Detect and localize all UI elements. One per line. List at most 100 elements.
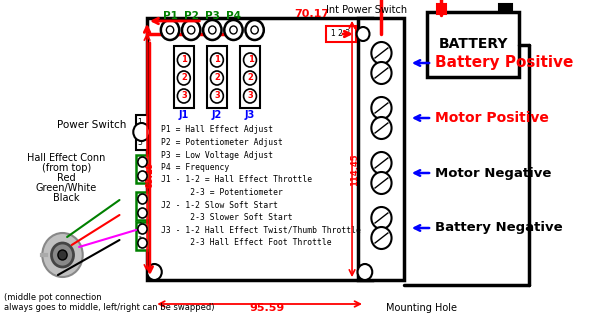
Text: P3: P3 [205, 11, 219, 21]
Circle shape [371, 42, 392, 64]
Bar [136, 222, 149, 250]
Text: P4 = Frequency: P4 = Frequency [161, 163, 229, 172]
Text: Black: Black [53, 193, 80, 203]
Text: Battery Positive: Battery Positive [435, 56, 573, 70]
Text: 1: 1 [138, 222, 142, 227]
Circle shape [138, 171, 147, 181]
Circle shape [58, 250, 67, 260]
Circle shape [203, 20, 221, 40]
Circle shape [371, 152, 392, 174]
Circle shape [371, 172, 392, 194]
Circle shape [182, 20, 201, 40]
Circle shape [209, 26, 216, 34]
Circle shape [371, 227, 392, 249]
Text: 2: 2 [181, 73, 187, 83]
Circle shape [371, 207, 392, 229]
Circle shape [244, 89, 257, 103]
Text: J3 - 1-2 Hall Effect Twist/Thumb Throttle: J3 - 1-2 Hall Effect Twist/Thumb Throttl… [161, 226, 360, 234]
Circle shape [371, 62, 392, 84]
Text: 2-3 Slower Soft Start: 2-3 Slower Soft Start [161, 213, 293, 222]
Text: P1 = Hall Effect Adjust: P1 = Hall Effect Adjust [161, 125, 273, 135]
Circle shape [244, 53, 257, 67]
Text: 1: 1 [137, 118, 142, 127]
Circle shape [188, 26, 195, 34]
Text: 70.17: 70.17 [294, 9, 329, 19]
Circle shape [166, 26, 173, 34]
Circle shape [178, 71, 190, 85]
Bar [136, 192, 149, 220]
Text: 2-3 = Potentiometer: 2-3 = Potentiometer [161, 188, 283, 197]
Circle shape [356, 27, 369, 41]
Circle shape [230, 26, 237, 34]
Text: Battery Negative: Battery Negative [435, 221, 562, 234]
Text: BATTERY: BATTERY [438, 38, 508, 51]
Text: Power Switch: Power Switch [57, 120, 127, 130]
Text: 2: 2 [138, 229, 142, 234]
Circle shape [244, 71, 257, 85]
Circle shape [358, 264, 372, 280]
Text: 95.59: 95.59 [249, 303, 284, 313]
Text: Hall Effect Conn: Hall Effect Conn [27, 153, 106, 163]
Circle shape [138, 157, 147, 167]
Circle shape [178, 53, 190, 67]
Text: Green/White: Green/White [35, 183, 97, 193]
Circle shape [138, 208, 147, 218]
Text: J1 - 1-2 = Hall Effect Throttle: J1 - 1-2 = Hall Effect Throttle [161, 175, 312, 184]
Bar [136, 115, 148, 150]
Text: 1 2 3: 1 2 3 [332, 29, 350, 39]
Text: 3: 3 [137, 138, 142, 147]
Text: 2: 2 [137, 128, 142, 137]
Bar [240, 46, 260, 108]
Text: J3: J3 [245, 110, 255, 120]
Bar [147, 18, 372, 280]
Circle shape [224, 20, 242, 40]
Circle shape [138, 224, 147, 234]
Bar [326, 26, 356, 42]
Circle shape [211, 71, 224, 85]
Text: 3: 3 [248, 92, 253, 100]
Circle shape [371, 97, 392, 119]
Text: 2: 2 [248, 73, 254, 83]
Text: 114.45: 114.45 [350, 154, 359, 186]
Circle shape [251, 26, 258, 34]
Circle shape [138, 238, 147, 248]
Circle shape [133, 123, 150, 141]
Text: 1: 1 [214, 56, 220, 64]
Bar [499, 4, 512, 12]
Text: P2 = Potentiometer Adjust: P2 = Potentiometer Adjust [161, 138, 283, 147]
Text: Mounting Hole: Mounting Hole [386, 303, 457, 313]
Text: (from top): (from top) [41, 163, 91, 173]
Text: J1: J1 [179, 110, 189, 120]
Text: 1: 1 [181, 56, 187, 64]
Circle shape [178, 89, 190, 103]
Circle shape [211, 89, 224, 103]
Bar [207, 46, 227, 108]
Circle shape [371, 117, 392, 139]
Text: 3: 3 [181, 92, 187, 100]
Text: P1: P1 [163, 11, 178, 21]
Text: 3: 3 [138, 236, 142, 241]
Text: Red: Red [57, 173, 76, 183]
Text: 3: 3 [215, 92, 220, 100]
Text: (middle pot connection: (middle pot connection [4, 293, 101, 302]
Text: always goes to middle, left/right can be swapped): always goes to middle, left/right can be… [4, 303, 214, 313]
Text: 2-3 Hall Effect Foot Throttle: 2-3 Hall Effect Foot Throttle [161, 238, 332, 247]
Text: Motor Positive: Motor Positive [435, 111, 549, 125]
Text: P3 = Low Voltage Adjust: P3 = Low Voltage Adjust [161, 151, 273, 160]
Circle shape [138, 194, 147, 204]
Bar [173, 46, 194, 108]
Circle shape [147, 264, 162, 280]
Text: 63.19: 63.19 [145, 162, 155, 188]
Circle shape [51, 243, 74, 267]
Bar [359, 18, 404, 280]
Bar [136, 155, 149, 183]
Text: J2: J2 [212, 110, 222, 120]
Circle shape [245, 20, 264, 40]
Text: Motor Negative: Motor Negative [435, 167, 551, 180]
Text: Int Power Switch: Int Power Switch [326, 5, 408, 15]
Bar [437, 4, 446, 14]
Text: 1: 1 [248, 56, 254, 64]
Text: 2: 2 [214, 73, 220, 83]
Text: P4: P4 [226, 11, 241, 21]
Bar [427, 12, 519, 77]
